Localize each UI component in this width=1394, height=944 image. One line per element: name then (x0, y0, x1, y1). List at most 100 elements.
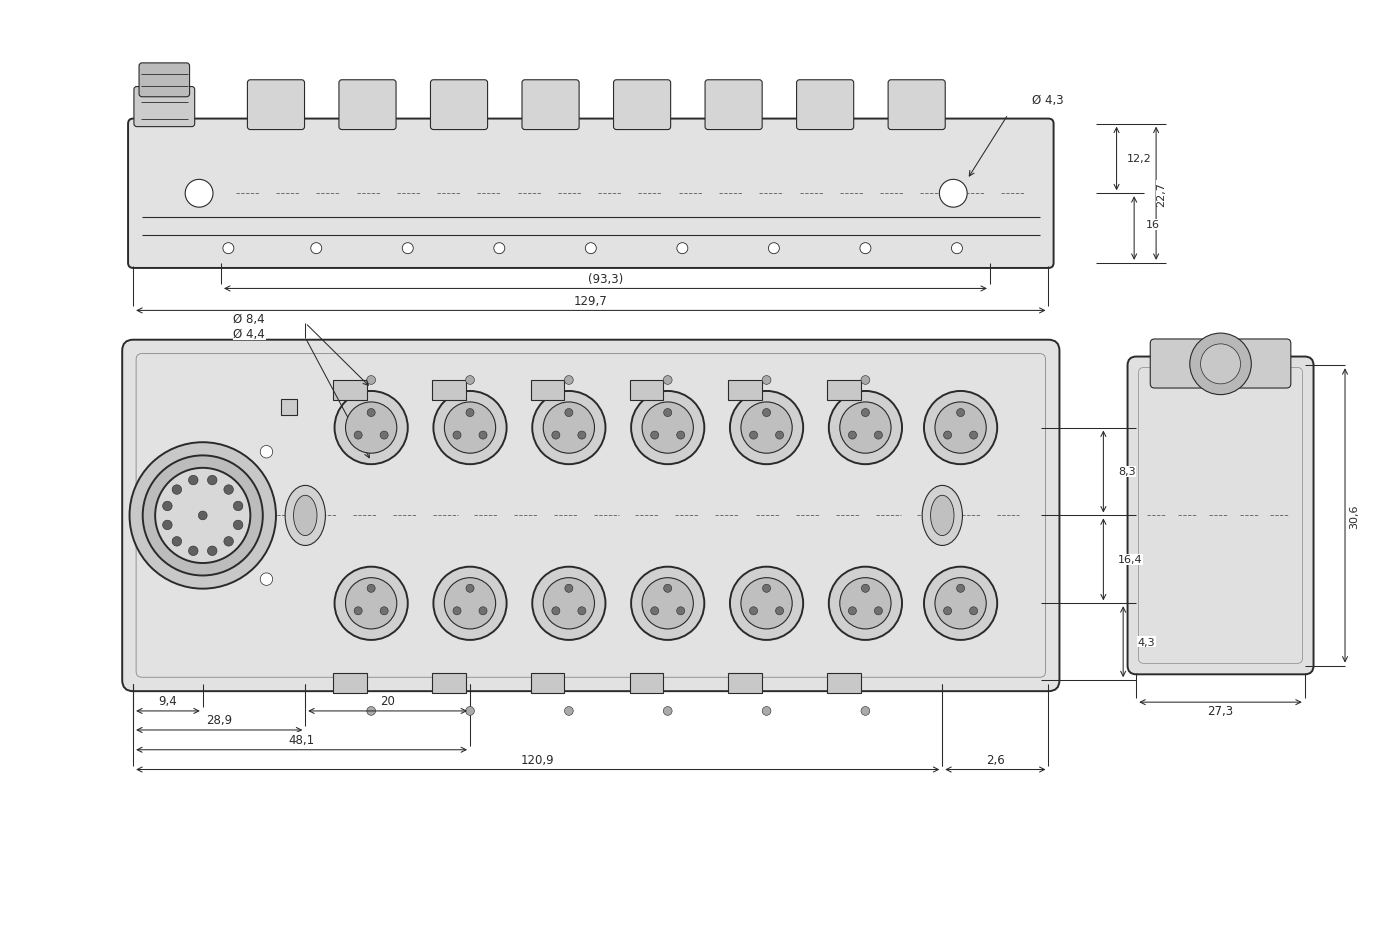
Circle shape (956, 584, 965, 593)
Circle shape (849, 431, 856, 440)
Circle shape (874, 607, 882, 615)
Circle shape (198, 512, 208, 520)
Circle shape (552, 607, 560, 615)
Circle shape (233, 520, 243, 531)
Circle shape (223, 244, 234, 254)
Circle shape (381, 607, 388, 615)
Circle shape (233, 501, 243, 511)
Circle shape (940, 180, 967, 208)
FancyBboxPatch shape (1128, 357, 1313, 675)
Circle shape (730, 567, 803, 640)
Circle shape (403, 244, 413, 254)
Circle shape (367, 707, 375, 716)
Circle shape (453, 431, 461, 440)
Circle shape (970, 607, 977, 615)
Circle shape (861, 584, 870, 593)
Circle shape (224, 485, 233, 495)
Circle shape (924, 392, 997, 464)
Circle shape (750, 607, 757, 615)
Circle shape (466, 707, 474, 716)
Circle shape (544, 578, 594, 630)
Circle shape (188, 476, 198, 485)
Text: 27,3: 27,3 (1207, 704, 1234, 717)
Circle shape (664, 707, 672, 716)
Circle shape (763, 707, 771, 716)
FancyBboxPatch shape (339, 80, 396, 130)
Ellipse shape (294, 496, 316, 536)
Circle shape (677, 244, 687, 254)
Circle shape (861, 707, 870, 716)
Text: 120,9: 120,9 (521, 753, 555, 766)
Circle shape (552, 431, 560, 440)
Text: 30,6: 30,6 (1349, 504, 1359, 528)
Circle shape (466, 376, 474, 385)
Circle shape (829, 392, 902, 464)
Circle shape (188, 547, 198, 556)
Circle shape (676, 431, 684, 440)
Circle shape (860, 244, 871, 254)
Circle shape (1190, 334, 1252, 396)
Circle shape (346, 402, 397, 454)
FancyBboxPatch shape (1150, 340, 1291, 389)
Text: 16: 16 (1146, 220, 1160, 230)
Circle shape (533, 567, 605, 640)
Circle shape (163, 520, 171, 531)
FancyBboxPatch shape (247, 80, 304, 130)
Circle shape (142, 456, 263, 576)
Bar (827, 380, 861, 401)
Circle shape (775, 431, 783, 440)
Circle shape (533, 392, 605, 464)
Circle shape (434, 567, 506, 640)
Circle shape (763, 584, 771, 593)
Circle shape (565, 409, 573, 417)
Circle shape (970, 431, 977, 440)
Bar (630, 673, 664, 694)
Circle shape (354, 431, 362, 440)
Text: 8,3: 8,3 (1118, 467, 1136, 477)
Bar (729, 673, 763, 694)
Circle shape (130, 443, 276, 589)
Text: 12,2: 12,2 (1126, 154, 1151, 164)
Circle shape (367, 409, 375, 417)
Circle shape (480, 431, 487, 440)
Text: 16,4: 16,4 (1118, 555, 1143, 565)
Text: 20: 20 (381, 695, 395, 707)
Circle shape (434, 392, 506, 464)
Bar (630, 380, 664, 401)
Ellipse shape (286, 486, 325, 546)
Circle shape (579, 607, 585, 615)
FancyBboxPatch shape (705, 80, 763, 130)
FancyBboxPatch shape (521, 80, 579, 130)
Circle shape (335, 392, 408, 464)
Circle shape (952, 244, 962, 254)
Circle shape (839, 402, 891, 454)
Text: Ø 4,4: Ø 4,4 (233, 328, 265, 340)
Circle shape (768, 244, 779, 254)
Circle shape (354, 607, 362, 615)
FancyBboxPatch shape (139, 64, 190, 97)
Circle shape (367, 584, 375, 593)
Circle shape (861, 376, 870, 385)
Circle shape (944, 607, 952, 615)
Circle shape (742, 578, 792, 630)
Text: 129,7: 129,7 (574, 295, 608, 308)
Circle shape (829, 567, 902, 640)
Bar (333, 673, 367, 694)
FancyBboxPatch shape (123, 341, 1059, 691)
Circle shape (956, 409, 965, 417)
Circle shape (924, 567, 997, 640)
Text: 48,1: 48,1 (289, 733, 315, 746)
FancyBboxPatch shape (613, 80, 671, 130)
Circle shape (544, 402, 594, 454)
Circle shape (763, 376, 771, 385)
Text: 22,7: 22,7 (1156, 181, 1167, 207)
Text: Ø 8,4: Ø 8,4 (233, 312, 265, 326)
Text: Ø 4,3: Ø 4,3 (1032, 94, 1064, 107)
Circle shape (643, 578, 693, 630)
Circle shape (445, 578, 496, 630)
Circle shape (664, 584, 672, 593)
Circle shape (261, 573, 273, 585)
Circle shape (311, 244, 322, 254)
Circle shape (565, 584, 573, 593)
Circle shape (208, 476, 217, 485)
